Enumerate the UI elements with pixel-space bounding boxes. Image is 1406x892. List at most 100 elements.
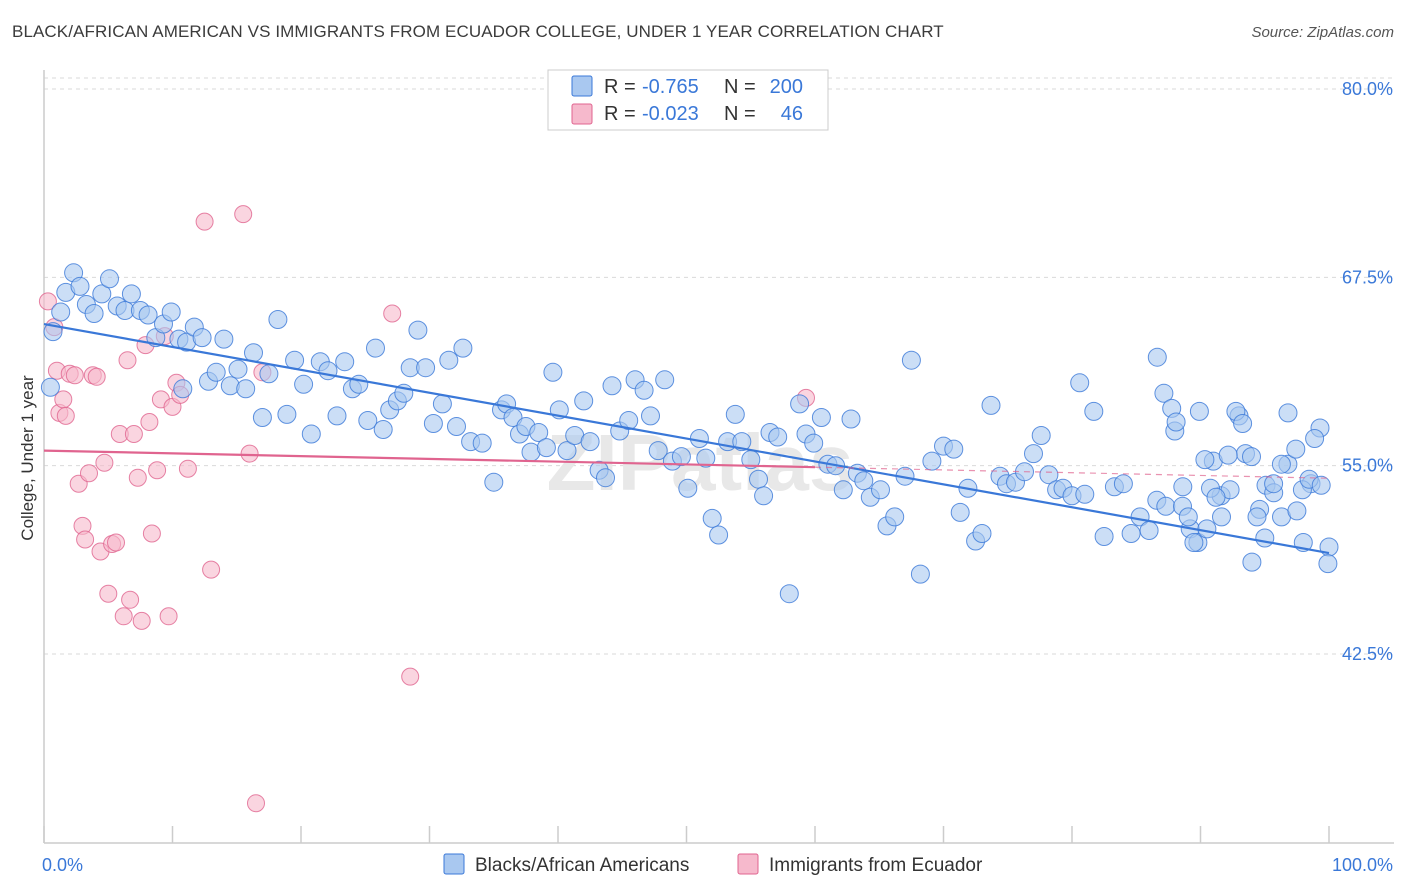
black-point-85 — [671, 447, 691, 467]
black-point-102 — [804, 433, 824, 453]
black-point-96 — [754, 486, 774, 506]
black-point-131 — [1039, 465, 1059, 485]
ecuador-point-15 — [95, 453, 114, 472]
ecuador-point-10 — [76, 530, 95, 549]
black-point-32 — [268, 310, 288, 329]
black-point-80 — [634, 380, 654, 400]
black-point-99 — [779, 584, 799, 604]
black-point-138 — [1094, 527, 1114, 546]
y-tick-label-3: 80.0% — [1342, 79, 1393, 99]
black-point-95 — [749, 469, 768, 489]
black-point-140 — [1113, 474, 1133, 494]
black-point-130 — [1031, 426, 1051, 445]
black-point-25 — [214, 329, 234, 349]
black-point-166 — [1319, 537, 1339, 557]
ecuador-point-25 — [132, 611, 151, 630]
ecuador-point-0 — [38, 292, 57, 311]
black-point-0 — [40, 377, 60, 397]
black-point-26 — [220, 376, 240, 396]
legend-n-label-1: N = — [724, 76, 756, 98]
black-point-78 — [619, 411, 639, 430]
legend-r-label-2: R = — [604, 103, 636, 125]
black-point-76 — [602, 376, 622, 396]
black-point-117 — [922, 451, 942, 471]
black-point-177 — [1206, 487, 1226, 507]
black-point-103 — [811, 408, 831, 427]
black-point-111 — [871, 480, 890, 500]
chart-source: Source: ZipAtlas.com — [1251, 24, 1394, 41]
y-tick-label-0: 42.5% — [1342, 644, 1393, 664]
black-point-123 — [972, 524, 992, 543]
ecuador-point-7 — [65, 366, 84, 385]
black-point-70 — [557, 441, 577, 461]
ecuador-point-13 — [87, 367, 106, 386]
black-point-107 — [841, 409, 861, 429]
black-point-119 — [944, 439, 964, 459]
ecuador-point-21 — [118, 351, 137, 370]
black-point-124 — [981, 395, 1001, 415]
black-point-44 — [366, 338, 385, 358]
black-point-178 — [1212, 507, 1231, 527]
ecuador-point-16 — [99, 584, 118, 603]
black-point-75 — [596, 468, 615, 488]
black-point-135 — [1070, 373, 1090, 393]
black-point-109 — [854, 471, 874, 491]
legend-r-value-2: -0.023 — [642, 103, 699, 125]
black-point-52 — [423, 414, 443, 433]
black-point-82 — [648, 441, 668, 461]
ecuador-point-41 — [247, 794, 265, 813]
bottom-legend-label-blue: Blacks/African Americans — [475, 855, 689, 876]
black-point-167 — [1147, 347, 1167, 367]
legend-box — [547, 69, 829, 131]
legend: R = -0.765 N = 200 R = -0.023 N = 46 — [547, 69, 829, 131]
black-point-55 — [447, 417, 466, 436]
ecuador-point-40 — [240, 444, 259, 463]
ecuador-point-18 — [107, 533, 125, 552]
black-point-175 — [1195, 450, 1215, 470]
trend-lines — [43, 322, 1330, 555]
black-point-72 — [574, 391, 594, 411]
black-point-50 — [408, 320, 428, 340]
black-point-182 — [1242, 447, 1261, 467]
black-point-51 — [416, 358, 436, 378]
axes — [43, 70, 1394, 844]
ecuador-point-43 — [383, 304, 402, 323]
black-point-116 — [910, 564, 930, 584]
black-point-162 — [1287, 501, 1307, 521]
legend-swatch-pink — [571, 103, 593, 125]
black-point-92 — [725, 404, 745, 424]
black-point-192 — [1311, 475, 1331, 495]
black-point-86 — [678, 478, 698, 498]
legend-n-label-2: N = — [724, 103, 756, 125]
black-point-87 — [689, 429, 709, 448]
black-point-59 — [484, 472, 504, 492]
black-point-30 — [252, 408, 272, 427]
ecuador-point-24 — [128, 468, 147, 487]
y-tick-label-2: 67.5% — [1342, 267, 1393, 287]
legend-swatch-blue — [571, 75, 593, 97]
black-point-179 — [1218, 445, 1238, 465]
black-point-172 — [1178, 507, 1198, 527]
ecuador-point-22 — [121, 590, 140, 609]
black-point-174 — [1189, 401, 1209, 421]
black-point-168 — [1154, 383, 1174, 403]
trend-line-ecuador — [43, 449, 816, 469]
black-point-40 — [335, 352, 355, 372]
ecuador-points — [38, 205, 815, 813]
black-point-35 — [294, 374, 314, 394]
black-point-89 — [702, 508, 722, 528]
legend-n-value-2: 46 — [781, 103, 803, 125]
black-point-28 — [236, 379, 256, 399]
y-tick-labels: 42.5% 55.0% 67.5% 80.0% — [1342, 79, 1393, 664]
black-point-19 — [173, 379, 193, 399]
black-point-141 — [1121, 524, 1141, 543]
black-point-12 — [121, 284, 141, 304]
black-point-113 — [885, 507, 905, 527]
ecuador-point-5 — [56, 406, 75, 425]
black-point-120 — [950, 502, 970, 522]
trend-line-ecuador-extension — [814, 466, 1330, 479]
chart-title: BLACK/AFRICAN AMERICAN VS IMMIGRANTS FRO… — [12, 22, 944, 41]
black-point-143 — [1139, 521, 1159, 540]
black-point-184 — [1255, 528, 1275, 548]
black-point-156 — [1242, 552, 1262, 572]
